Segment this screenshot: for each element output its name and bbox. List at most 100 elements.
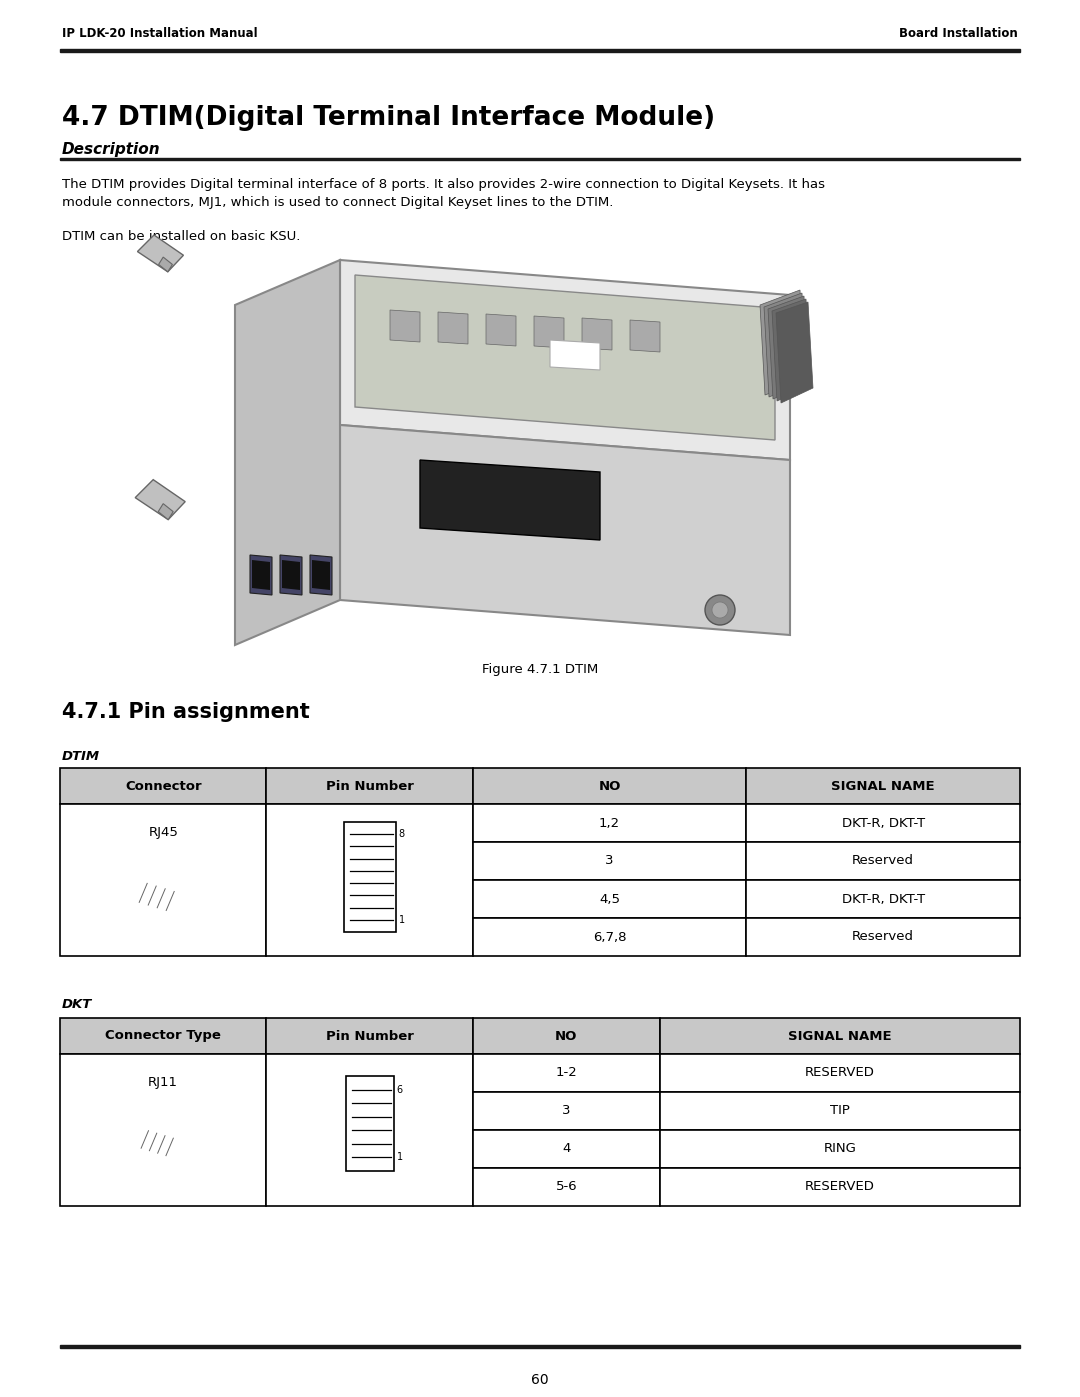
Text: Board Installation: Board Installation [900, 27, 1018, 41]
Text: 6: 6 [396, 1084, 403, 1095]
Text: 4: 4 [563, 1143, 570, 1155]
Polygon shape [772, 299, 811, 401]
Bar [473, 918, 746, 956]
Bar [660, 1053, 1020, 1092]
Bar [60, 158, 1020, 161]
Polygon shape [390, 310, 420, 342]
Bar [60, 1018, 267, 1053]
Text: 1: 1 [399, 915, 405, 925]
Circle shape [712, 602, 728, 617]
Polygon shape [630, 320, 660, 352]
Text: Pin Number: Pin Number [326, 780, 414, 792]
Text: 3: 3 [606, 855, 613, 868]
Text: DKT: DKT [62, 997, 92, 1011]
Text: SIGNAL NAME: SIGNAL NAME [832, 780, 935, 792]
Bar [473, 1168, 660, 1206]
Polygon shape [550, 339, 600, 370]
Bar [60, 49, 1020, 52]
Bar [660, 1092, 1020, 1130]
Bar [473, 1130, 660, 1168]
Text: Reserved: Reserved [852, 855, 914, 868]
Bar [473, 1018, 660, 1053]
Bar [660, 1168, 1020, 1206]
Text: 1: 1 [396, 1153, 403, 1162]
Text: RESERVED: RESERVED [805, 1180, 875, 1193]
Bar [60, 1053, 267, 1206]
Text: RJ45: RJ45 [148, 826, 178, 840]
Bar [473, 1092, 660, 1130]
Text: Connector: Connector [125, 780, 202, 792]
Circle shape [705, 595, 735, 624]
Text: 1,2: 1,2 [599, 816, 620, 830]
Text: DTIM can be installed on basic KSU.: DTIM can be installed on basic KSU. [62, 231, 300, 243]
Bar [60, 768, 267, 805]
Text: 4.7 DTIM(Digital Terminal Interface Module): 4.7 DTIM(Digital Terminal Interface Modu… [62, 105, 715, 131]
Text: Reserved: Reserved [852, 930, 914, 943]
Bar [746, 768, 1020, 805]
Bar [473, 768, 746, 805]
Polygon shape [249, 555, 272, 595]
Bar [60, 1345, 1020, 1348]
Text: 1-2: 1-2 [555, 1066, 578, 1080]
Polygon shape [340, 425, 789, 636]
Polygon shape [582, 319, 612, 351]
Polygon shape [486, 314, 516, 346]
Bar [746, 918, 1020, 956]
Text: 3: 3 [563, 1105, 570, 1118]
Bar [473, 842, 746, 880]
Bar [746, 880, 1020, 918]
Polygon shape [438, 312, 468, 344]
Bar [746, 805, 1020, 842]
Bar [343, 821, 395, 932]
Text: module connectors, MJ1, which is used to connect Digital Keyset lines to the DTI: module connectors, MJ1, which is used to… [62, 196, 613, 210]
Polygon shape [340, 260, 789, 460]
Polygon shape [777, 302, 813, 402]
Text: DKT-R, DKT-T: DKT-R, DKT-T [841, 816, 924, 830]
Text: 4.7.1 Pin assignment: 4.7.1 Pin assignment [62, 703, 310, 722]
Polygon shape [159, 257, 173, 272]
Text: DTIM: DTIM [62, 750, 100, 763]
Text: Pin Number: Pin Number [326, 1030, 414, 1042]
Polygon shape [355, 275, 775, 440]
Polygon shape [282, 560, 300, 590]
Text: TIP: TIP [831, 1105, 850, 1118]
Bar [346, 1076, 393, 1171]
Text: RING: RING [824, 1143, 856, 1155]
Bar [660, 1018, 1020, 1053]
Text: 4,5: 4,5 [599, 893, 620, 905]
Polygon shape [158, 504, 173, 520]
Polygon shape [312, 560, 330, 590]
Polygon shape [534, 316, 564, 348]
Polygon shape [137, 235, 184, 272]
Polygon shape [420, 460, 600, 541]
Bar [660, 1130, 1020, 1168]
Bar [473, 880, 746, 918]
Polygon shape [235, 260, 340, 645]
Text: 8: 8 [399, 830, 405, 840]
Bar [473, 1053, 660, 1092]
Text: 60: 60 [531, 1373, 549, 1387]
Text: Description: Description [62, 142, 161, 156]
Text: The DTIM provides Digital terminal interface of 8 ports. It also provides 2-wire: The DTIM provides Digital terminal inter… [62, 177, 825, 191]
Text: RJ11: RJ11 [148, 1076, 178, 1090]
Polygon shape [764, 293, 807, 397]
Polygon shape [310, 555, 332, 595]
Text: SIGNAL NAME: SIGNAL NAME [788, 1030, 892, 1042]
Polygon shape [768, 296, 809, 400]
Polygon shape [135, 479, 185, 520]
Bar [267, 1053, 473, 1206]
Text: DKT-R, DKT-T: DKT-R, DKT-T [841, 893, 924, 905]
Text: NO: NO [555, 1030, 578, 1042]
Bar [60, 805, 267, 956]
Bar [267, 805, 473, 956]
Bar [473, 805, 746, 842]
Polygon shape [280, 555, 302, 595]
Bar [746, 842, 1020, 880]
Text: Connector Type: Connector Type [105, 1030, 221, 1042]
Text: NO: NO [598, 780, 621, 792]
Text: 6,7,8: 6,7,8 [593, 930, 626, 943]
Bar [267, 768, 473, 805]
Polygon shape [760, 291, 805, 395]
Text: 5-6: 5-6 [555, 1180, 577, 1193]
Text: Figure 4.7.1 DTIM: Figure 4.7.1 DTIM [482, 664, 598, 676]
